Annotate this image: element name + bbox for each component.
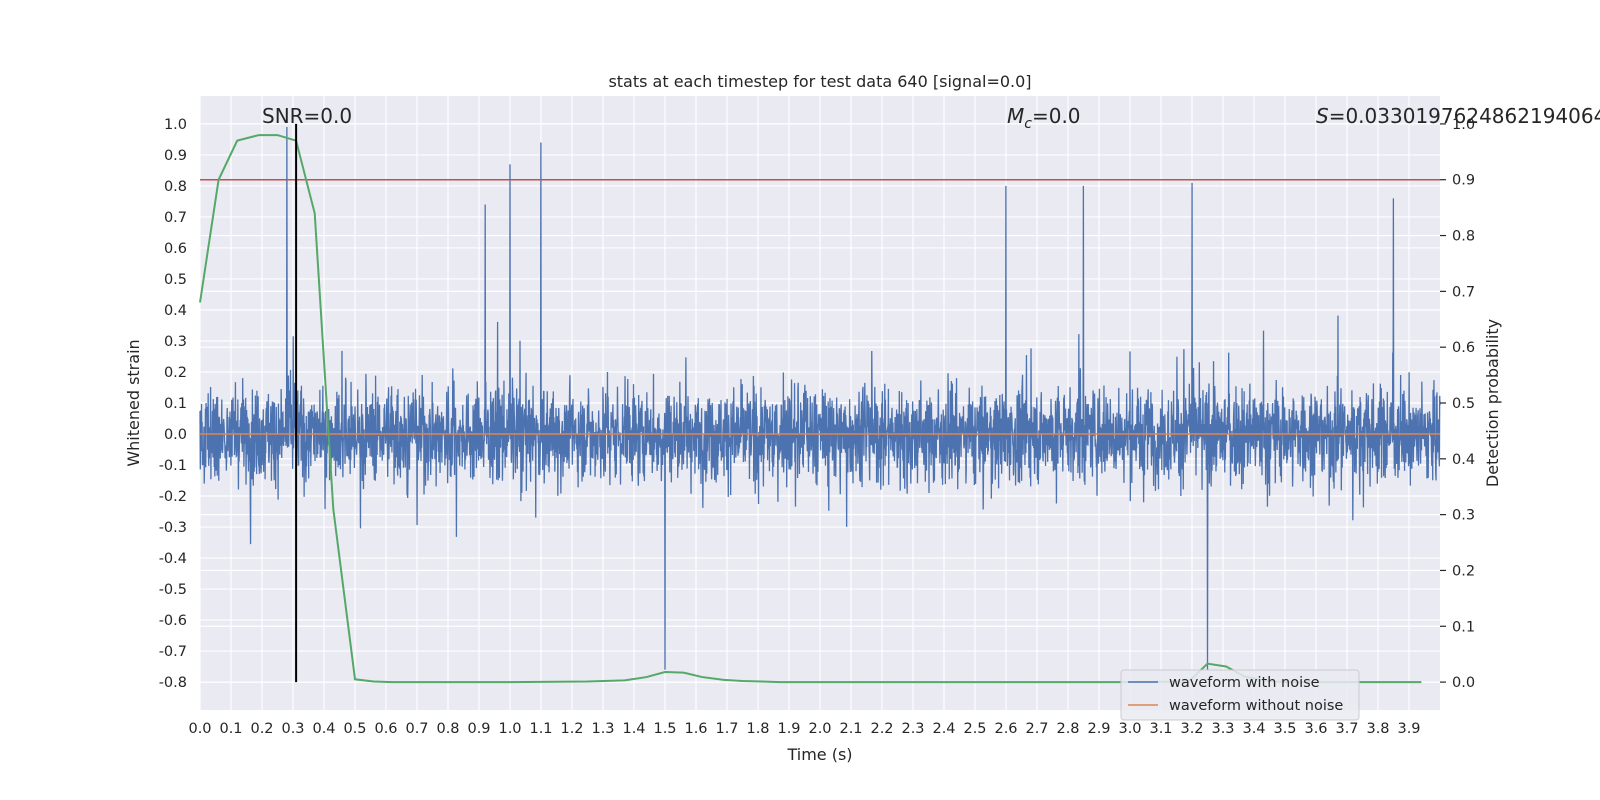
- x-tick-label: 0.6: [374, 721, 397, 737]
- y-tick-label: 0.5: [164, 272, 187, 288]
- x-tick-label: 2.4: [932, 721, 955, 737]
- y2-tick-label: 0.9: [1452, 173, 1475, 189]
- x-tick-label: 2.7: [1025, 721, 1048, 737]
- y-tick-label: 1.0: [164, 117, 187, 133]
- y2-axis-label: Detection probability: [1483, 319, 1502, 487]
- y-tick-label: 0.8: [164, 179, 187, 195]
- legend: waveform with noise waveform without noi…: [1120, 669, 1360, 721]
- x-tick-label: 0.9: [467, 721, 490, 737]
- x-tick-label: 1.0: [498, 721, 521, 737]
- x-tick-label: 2.2: [870, 721, 893, 737]
- x-tick-label: 0.5: [343, 721, 366, 737]
- chart-title: stats at each timestep for test data 640…: [608, 72, 1031, 91]
- x-tick-label: 0.0: [188, 721, 211, 737]
- y-ticks: 1.0 0.9 0.8 0.7 0.6 0.5 0.4 0.3 0.2 0.1 0.0 -0.1 -0.…: [159, 117, 187, 691]
- legend-box: [1120, 669, 1360, 721]
- x-tick-label: 3.1: [1149, 721, 1172, 737]
- detection-probability-line: [199, 134, 1422, 684]
- x-tick-label: 3.6: [1304, 721, 1327, 737]
- y2-tick-label: 0.4: [1452, 452, 1475, 468]
- x-tick-label: 3.8: [1366, 721, 1389, 737]
- y-tick-label: -0.8: [159, 675, 187, 691]
- y-tick-label: 0.4: [164, 303, 187, 319]
- y2-tick-label: 1.0: [1452, 117, 1475, 133]
- y2-tick-label: 0.3: [1452, 508, 1475, 524]
- x-tick-label: 1.5: [653, 721, 676, 737]
- x-tick-label: 1.8: [746, 721, 769, 737]
- legend-label-clean: waveform without noise: [1169, 698, 1343, 714]
- x-tick-label: 1.2: [560, 721, 583, 737]
- chirp-mass-annotation: Mc=0.0: [1007, 104, 1081, 132]
- y-tick-label: 0.6: [164, 241, 187, 257]
- y-tick-label: -0.2: [159, 489, 187, 505]
- x-tick-label: 3.7: [1335, 721, 1358, 737]
- x-tick-label: 3.0: [1118, 721, 1141, 737]
- y-tick-label: 0.0: [164, 427, 187, 443]
- waveform-with-noise-series: [199, 127, 1441, 670]
- y2-ticks: 1.0 0.9 0.8 0.7 0.6 0.5 0.4 0.3 0.2 0.1 0.0: [1440, 117, 1475, 691]
- s-annotation: S=0.0330197624862194064: [1316, 104, 1600, 128]
- x-tick-label: 3.3: [1211, 721, 1234, 737]
- x-ticks: 0.0 0.1 0.2 0.3 0.4 0.5 0.6 0.7 0.8 0.9 1.0 1.1 1.2 1…: [188, 721, 1420, 737]
- y-tick-label: 0.3: [164, 334, 187, 350]
- y-axis-label: Whitened strain: [124, 339, 143, 466]
- y2-tick-label: 0.1: [1452, 619, 1475, 635]
- x-tick-label: 0.3: [281, 721, 304, 737]
- y-tick-label: 0.9: [164, 148, 187, 164]
- y-tick-label: 0.1: [164, 396, 187, 412]
- x-tick-label: 0.8: [436, 721, 459, 737]
- y2-tick-label: 0.7: [1452, 284, 1475, 300]
- x-tick-label: 3.4: [1242, 721, 1265, 737]
- x-tick-label: 1.6: [684, 721, 707, 737]
- y2-tick-label: 0.6: [1452, 340, 1475, 356]
- y-tick-label: -0.7: [159, 644, 187, 660]
- x-tick-label: 3.9: [1397, 721, 1420, 737]
- x-tick-label: 2.0: [808, 721, 831, 737]
- y-tick-label: -0.3: [159, 520, 187, 536]
- x-tick-label: 0.2: [250, 721, 273, 737]
- x-tick-label: 3.2: [1180, 721, 1203, 737]
- y-tick-label: 0.2: [164, 365, 187, 381]
- x-tick-label: 2.5: [963, 721, 986, 737]
- x-tick-label: 2.9: [1087, 721, 1110, 737]
- y-tick-label: -0.5: [159, 582, 187, 598]
- x-tick-label: 1.9: [777, 721, 800, 737]
- x-tick-label: 2.6: [994, 721, 1017, 737]
- legend-label-noise: waveform with noise: [1169, 675, 1320, 691]
- y-tick-label: -0.1: [159, 458, 187, 474]
- x-tick-label: 2.1: [839, 721, 862, 737]
- y2-tick-label: 0.0: [1452, 675, 1475, 691]
- x-tick-label: 3.5: [1273, 721, 1296, 737]
- y-tick-label: -0.4: [159, 551, 187, 567]
- x-tick-label: 1.4: [622, 721, 645, 737]
- x-tick-label: 2.8: [1056, 721, 1079, 737]
- x-tick-label: 0.7: [405, 721, 428, 737]
- x-tick-label: 1.7: [715, 721, 738, 737]
- x-tick-label: 1.3: [591, 721, 614, 737]
- y2-tick-label: 0.5: [1452, 396, 1475, 412]
- y2-tick-label: 0.2: [1452, 563, 1475, 579]
- x-tick-label: 0.1: [219, 721, 242, 737]
- x-axis-label: Time (s): [786, 745, 852, 764]
- waveform-with-noise-line: [199, 127, 1441, 670]
- y2-tick-label: 0.8: [1452, 229, 1475, 245]
- y-tick-label: -0.6: [159, 613, 187, 629]
- x-tick-label: 1.1: [529, 721, 552, 737]
- x-tick-label: 0.4: [312, 721, 335, 737]
- y-tick-label: 0.7: [164, 210, 187, 226]
- x-tick-label: 2.3: [901, 721, 924, 737]
- snr-annotation: SNR=0.0: [262, 104, 352, 128]
